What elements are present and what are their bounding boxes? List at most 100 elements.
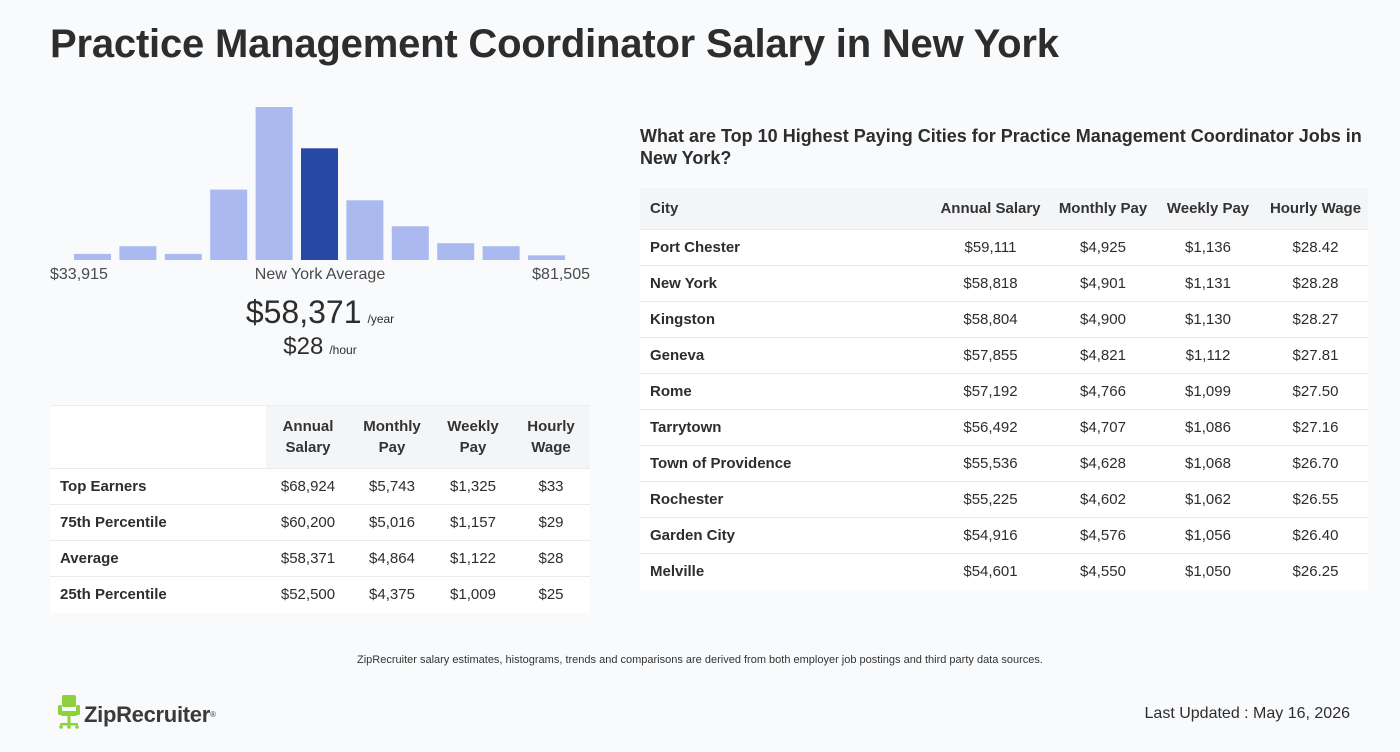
hourly-wage-cell: $28 — [512, 540, 590, 577]
percentile-header-annual: Annual Salary — [266, 405, 350, 469]
hourly-wage-cell: $26.70 — [1263, 445, 1368, 482]
city-row: Tarrytown $56,492 $4,707 $1,086 $27.16 — [640, 409, 1368, 446]
city-row: New York $58,818 $4,901 $1,131 $28.28 — [640, 265, 1368, 302]
histogram-max-label: $81,505 — [532, 266, 590, 283]
cities-header-annual: Annual Salary — [928, 188, 1053, 230]
city-row: Kingston $58,804 $4,900 $1,130 $28.27 — [640, 301, 1368, 338]
annual-unit: /year — [367, 312, 395, 326]
hourly-wage-cell: $25 — [512, 576, 590, 613]
histogram-min-label: $33,915 — [50, 266, 108, 283]
annual-salary-cell: $60,200 — [266, 504, 350, 541]
monthly-pay-cell: $4,576 — [1053, 517, 1153, 554]
city-row: Town of Providence $55,536 $4,628 $1,068 $26… — [640, 445, 1368, 482]
percentile-header-blank — [50, 405, 266, 469]
histogram-bar — [391, 226, 429, 260]
city-name-cell: New York — [640, 265, 928, 302]
ziprecruiter-logo: ZipRecruiter ® — [58, 695, 216, 734]
annual-salary-cell: $54,916 — [928, 517, 1053, 554]
histogram-bar — [210, 189, 248, 260]
histogram-bar — [119, 246, 157, 260]
city-name-cell: Melville — [640, 553, 928, 590]
monthly-pay-cell: $4,901 — [1053, 265, 1153, 302]
weekly-pay-cell: $1,056 — [1153, 517, 1263, 554]
weekly-pay-cell: $1,130 — [1153, 301, 1263, 338]
annual-salary-cell: $55,225 — [928, 481, 1053, 518]
city-row: Melville $54,601 $4,550 $1,050 $26.25 — [640, 553, 1368, 590]
city-row: Rome $57,192 $4,766 $1,099 $27.50 — [640, 373, 1368, 410]
histogram-bar — [482, 246, 520, 260]
annual-salary-cell: $68,924 — [266, 468, 350, 505]
city-name-cell: Kingston — [640, 301, 928, 338]
histogram-bar — [164, 253, 202, 260]
annual-salary-cell: $58,804 — [928, 301, 1053, 338]
monthly-pay-cell: $4,375 — [350, 576, 434, 613]
monthly-pay-cell: $4,628 — [1053, 445, 1153, 482]
annual-salary-cell: $59,111 — [928, 229, 1053, 266]
weekly-pay-cell: $1,136 — [1153, 229, 1263, 266]
weekly-pay-cell: $1,099 — [1153, 373, 1263, 410]
city-row: Garden City $54,916 $4,576 $1,056 $26.40 — [640, 517, 1368, 554]
cities-header-monthly: Monthly Pay — [1053, 188, 1153, 230]
percentile-table: Annual Salary Monthly Pay Weekly Pay Hou… — [50, 405, 590, 613]
cities-section-title: What are Top 10 Highest Paying Cities fo… — [640, 126, 1362, 168]
hourly-unit: /hour — [329, 343, 357, 357]
percentile-label: 75th Percentile — [50, 504, 266, 541]
cities-header-row: City Annual Salary Monthly Pay Weekly Pa… — [640, 188, 1368, 230]
hourly-wage-cell: $27.81 — [1263, 337, 1368, 374]
histogram-average-label: New York Average — [254, 266, 386, 283]
logo-wordmark: ZipRecruiter — [84, 701, 210, 727]
percentile-row: 25th Percentile $52,500 $4,375 $1,009 $25 — [50, 576, 590, 613]
weekly-pay-cell: $1,112 — [1153, 337, 1263, 374]
hourly-wage-cell: $33 — [512, 468, 590, 505]
data-source-disclaimer: ZipRecruiter salary estimates, histogram… — [357, 654, 1043, 666]
histogram-svg — [74, 107, 565, 260]
city-row: Geneva $57,855 $4,821 $1,112 $27.81 — [640, 337, 1368, 374]
annual-salary-cell: $58,371 — [266, 540, 350, 577]
histogram-bar — [346, 200, 384, 260]
monthly-pay-cell: $4,821 — [1053, 337, 1153, 374]
histogram-bar — [528, 255, 565, 260]
city-name-cell: Garden City — [640, 517, 928, 554]
top-cities-table: City Annual Salary Monthly Pay Weekly Pa… — [640, 188, 1368, 590]
annual-salary-cell: $52,500 — [266, 576, 350, 613]
hourly-wage-cell: $26.25 — [1263, 553, 1368, 590]
annual-salary-cell: $56,492 — [928, 409, 1053, 446]
weekly-pay-cell: $1,086 — [1153, 409, 1263, 446]
city-name-cell: Rome — [640, 373, 928, 410]
histogram-bar — [74, 253, 111, 260]
percentile-label: Top Earners — [50, 468, 266, 505]
city-row: Port Chester $59,111 $4,925 $1,136 $28.42 — [640, 229, 1368, 266]
weekly-pay-cell: $1,068 — [1153, 445, 1263, 482]
hourly-wage-cell: $28.42 — [1263, 229, 1368, 266]
cities-header-hourly: Hourly Wage — [1263, 188, 1368, 230]
chair-icon — [58, 695, 80, 734]
hourly-wage-cell: $27.50 — [1263, 373, 1368, 410]
percentile-row: Top Earners $68,924 $5,743 $1,325 $33 — [50, 468, 590, 505]
monthly-pay-cell: $4,864 — [350, 540, 434, 577]
monthly-pay-cell: $4,550 — [1053, 553, 1153, 590]
monthly-pay-cell: $4,602 — [1053, 481, 1153, 518]
histogram-bar — [255, 107, 293, 260]
city-name-cell: Geneva — [640, 337, 928, 374]
percentile-header-hourly: Hourly Wage — [512, 405, 590, 469]
last-updated: Last Updated : May 16, 2026 — [1144, 705, 1350, 722]
percentile-header-weekly: Weekly Pay — [434, 405, 512, 469]
hourly-wage-cell: $26.40 — [1263, 517, 1368, 554]
annual-salary-cell: $54,601 — [928, 553, 1053, 590]
registered-mark: ® — [209, 710, 216, 719]
annual-salary-cell: $57,855 — [928, 337, 1053, 374]
percentile-label: 25th Percentile — [50, 576, 266, 613]
weekly-pay-cell: $1,009 — [434, 576, 512, 613]
monthly-pay-cell: $4,766 — [1053, 373, 1153, 410]
hourly-wage-cell: $28.28 — [1263, 265, 1368, 302]
weekly-pay-cell: $1,062 — [1153, 481, 1263, 518]
hourly-wage-cell: $26.55 — [1263, 481, 1368, 518]
weekly-pay-cell: $1,050 — [1153, 553, 1263, 590]
histogram-labels: $33,915 New York Average $81,505 — [50, 266, 590, 288]
annual-salary-cell: $55,536 — [928, 445, 1053, 482]
hourly-wage-cell: $29 — [512, 504, 590, 541]
cities-header-weekly: Weekly Pay — [1153, 188, 1263, 230]
hourly-wage-cell: $28.27 — [1263, 301, 1368, 338]
weekly-pay-cell: $1,122 — [434, 540, 512, 577]
percentile-label: Average — [50, 540, 266, 577]
